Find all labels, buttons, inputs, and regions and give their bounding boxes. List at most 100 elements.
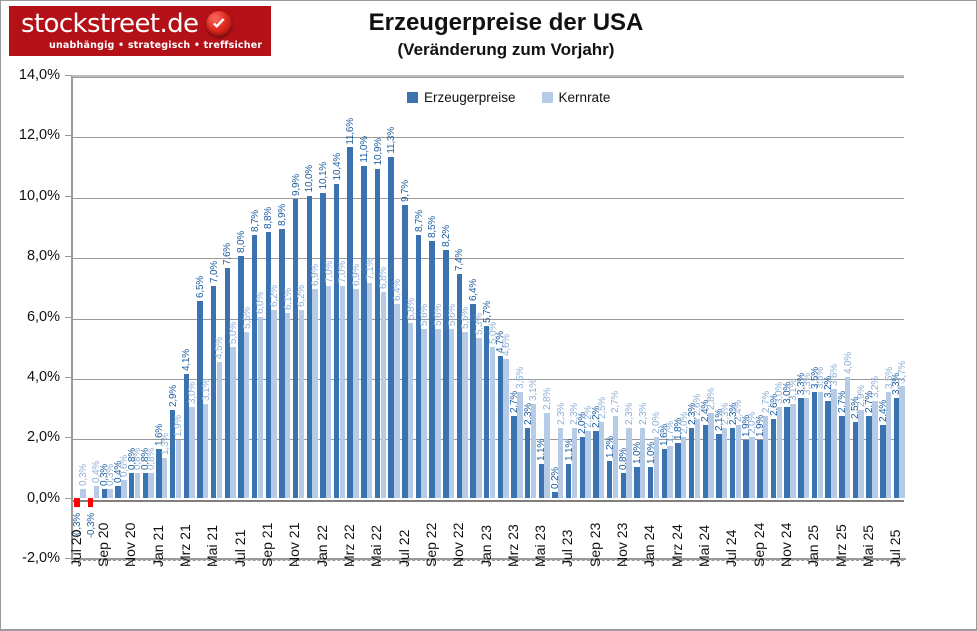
legend-item-erzeugerpreise[interactable]: Erzeugerpreise — [407, 90, 516, 105]
bar-group[interactable]: -0,3% 0,3% — [72, 77, 89, 558]
bar-group[interactable]: 9,7% 5,8% — [400, 77, 417, 558]
bar-group[interactable]: 11,3% 6,4% — [386, 77, 403, 558]
bar-group[interactable]: 7,6% 5,0% — [222, 77, 239, 558]
bar-kernrate[interactable] — [312, 289, 318, 498]
bar-erzeugerpreise[interactable] — [128, 473, 135, 498]
bar-kernrate[interactable] — [858, 410, 864, 498]
bar-erzeugerpreise[interactable] — [456, 274, 463, 498]
bar-erzeugerpreise[interactable] — [361, 165, 367, 498]
bar-erzeugerpreise[interactable] — [524, 428, 531, 498]
bar-kernrate[interactable] — [639, 428, 646, 498]
bar-group[interactable]: 2,6% 3,0% — [769, 77, 785, 558]
bar-erzeugerpreise[interactable] — [470, 304, 476, 498]
bar-group[interactable]: 10,1% 7,0% — [318, 77, 335, 558]
bar-erzeugerpreise[interactable] — [552, 491, 558, 498]
bar-kernrate[interactable] — [790, 404, 796, 498]
bar-group[interactable]: 0,8% 0,8% — [140, 77, 157, 558]
bar-kernrate[interactable] — [708, 413, 714, 498]
bar-erzeugerpreise[interactable] — [224, 268, 231, 498]
bar-kernrate[interactable] — [558, 428, 564, 498]
bar-kernrate[interactable] — [694, 419, 701, 498]
bar-erzeugerpreise[interactable] — [497, 355, 504, 498]
bar-kernrate[interactable] — [626, 428, 632, 498]
bar-kernrate[interactable] — [762, 416, 769, 498]
bar-group[interactable]: 1,6% 1,3% — [154, 77, 171, 558]
bar-erzeugerpreise[interactable] — [347, 147, 353, 498]
bar-erzeugerpreise[interactable] — [484, 325, 490, 498]
bar-group[interactable]: 2,3% 3,1% — [523, 77, 539, 558]
bar-kernrate[interactable] — [380, 292, 386, 498]
bar-group[interactable]: 8,7% 6,0% — [250, 77, 266, 558]
bar-kernrate[interactable] — [503, 358, 509, 498]
bar-kernrate[interactable] — [653, 437, 660, 498]
bar-kernrate[interactable] — [489, 346, 496, 498]
bar-group[interactable]: 7,0% 4,5% — [209, 77, 225, 558]
bar-erzeugerpreise[interactable] — [210, 286, 217, 498]
bar-erzeugerpreise[interactable] — [415, 235, 422, 498]
bar-kernrate[interactable] — [585, 431, 591, 498]
bar-erzeugerpreise[interactable] — [142, 473, 149, 498]
bar-erzeugerpreise[interactable] — [115, 485, 121, 498]
bar-kernrate[interactable] — [407, 322, 414, 498]
bar-kernrate[interactable] — [599, 422, 605, 498]
bar-erzeugerpreise[interactable] — [702, 425, 708, 498]
bar-kernrate[interactable] — [667, 446, 673, 498]
bar-group[interactable]: 8,0% 5,5% — [236, 77, 253, 558]
bar-erzeugerpreise[interactable] — [197, 301, 203, 498]
bar-group[interactable]: 1,8% 2,0% — [673, 77, 690, 558]
bar-group[interactable]: -0,3% 0,4% — [86, 77, 103, 558]
bar-erzeugerpreise[interactable] — [675, 443, 681, 498]
bar-group[interactable]: 11,0% 7,1% — [359, 77, 376, 558]
bar-group[interactable]: 10,4% 7,0% — [332, 77, 348, 558]
bar-erzeugerpreise[interactable] — [716, 434, 722, 498]
bar-group[interactable]: 2,3% 2,6% — [687, 77, 703, 558]
bar-erzeugerpreise[interactable] — [661, 449, 667, 498]
bar-group[interactable]: 2,7% 4,0% — [837, 77, 854, 558]
bar-group[interactable]: 3,2% 3,6% — [823, 77, 840, 558]
bar-erzeugerpreise[interactable] — [306, 195, 312, 498]
bar-group[interactable]: 4,1% 3,0% — [181, 77, 198, 558]
bar-kernrate[interactable] — [121, 479, 127, 498]
bar-erzeugerpreise[interactable] — [320, 192, 326, 498]
bar-kernrate[interactable] — [612, 416, 619, 498]
bar-erzeugerpreise[interactable] — [757, 440, 763, 498]
bar-erzeugerpreise[interactable] — [784, 407, 790, 498]
bar-kernrate[interactable] — [148, 473, 154, 498]
bar-erzeugerpreise[interactable] — [770, 419, 777, 498]
bar-kernrate[interactable] — [107, 488, 113, 498]
bar-group[interactable]: 2,1% 2,3% — [714, 77, 731, 558]
bar-erzeugerpreise[interactable] — [565, 464, 572, 498]
bar-kernrate[interactable] — [462, 331, 468, 498]
bar-kernrate[interactable] — [421, 328, 427, 498]
bar-kernrate[interactable] — [271, 310, 277, 498]
bar-group[interactable]: 0,8% 0,8% — [127, 77, 143, 558]
bar-erzeugerpreise[interactable] — [374, 168, 381, 498]
bar-kernrate[interactable] — [175, 440, 182, 498]
bar-group[interactable]: 2,4% 2,8% — [700, 77, 717, 558]
bar-erzeugerpreise[interactable] — [88, 497, 94, 507]
bar-kernrate[interactable] — [189, 407, 195, 498]
bar-erzeugerpreise[interactable] — [880, 425, 886, 498]
bar-group[interactable]: 2,4% 3,5% — [878, 77, 895, 558]
bar-erzeugerpreise[interactable] — [688, 428, 695, 498]
bar-kernrate[interactable] — [803, 398, 810, 498]
bar-group[interactable]: 11,6% 6,9% — [345, 77, 362, 558]
bar-erzeugerpreise[interactable] — [156, 449, 162, 498]
bar-kernrate[interactable] — [93, 485, 100, 498]
bar-group[interactable]: 10,9% 6,8% — [373, 77, 389, 558]
bar-erzeugerpreise[interactable] — [265, 231, 271, 498]
bar-kernrate[interactable] — [353, 289, 359, 498]
bar-kernrate[interactable] — [435, 328, 441, 498]
bar-kernrate[interactable] — [544, 413, 550, 498]
bar-kernrate[interactable] — [230, 346, 236, 498]
bar-kernrate[interactable] — [872, 401, 878, 498]
bar-erzeugerpreise[interactable] — [866, 416, 872, 498]
bar-erzeugerpreise[interactable] — [101, 488, 108, 498]
bar-erzeugerpreise[interactable] — [238, 256, 244, 498]
bar-erzeugerpreise[interactable] — [743, 440, 749, 498]
bar-group[interactable]: 1,1% 2,8% — [536, 77, 553, 558]
bar-group[interactable]: 1,0% 2,0% — [646, 77, 662, 558]
bar-kernrate[interactable] — [517, 391, 523, 498]
bar-group[interactable]: 2,9% 1,9% — [168, 77, 184, 558]
bar-group[interactable]: 8,2% 5,6% — [441, 77, 458, 558]
